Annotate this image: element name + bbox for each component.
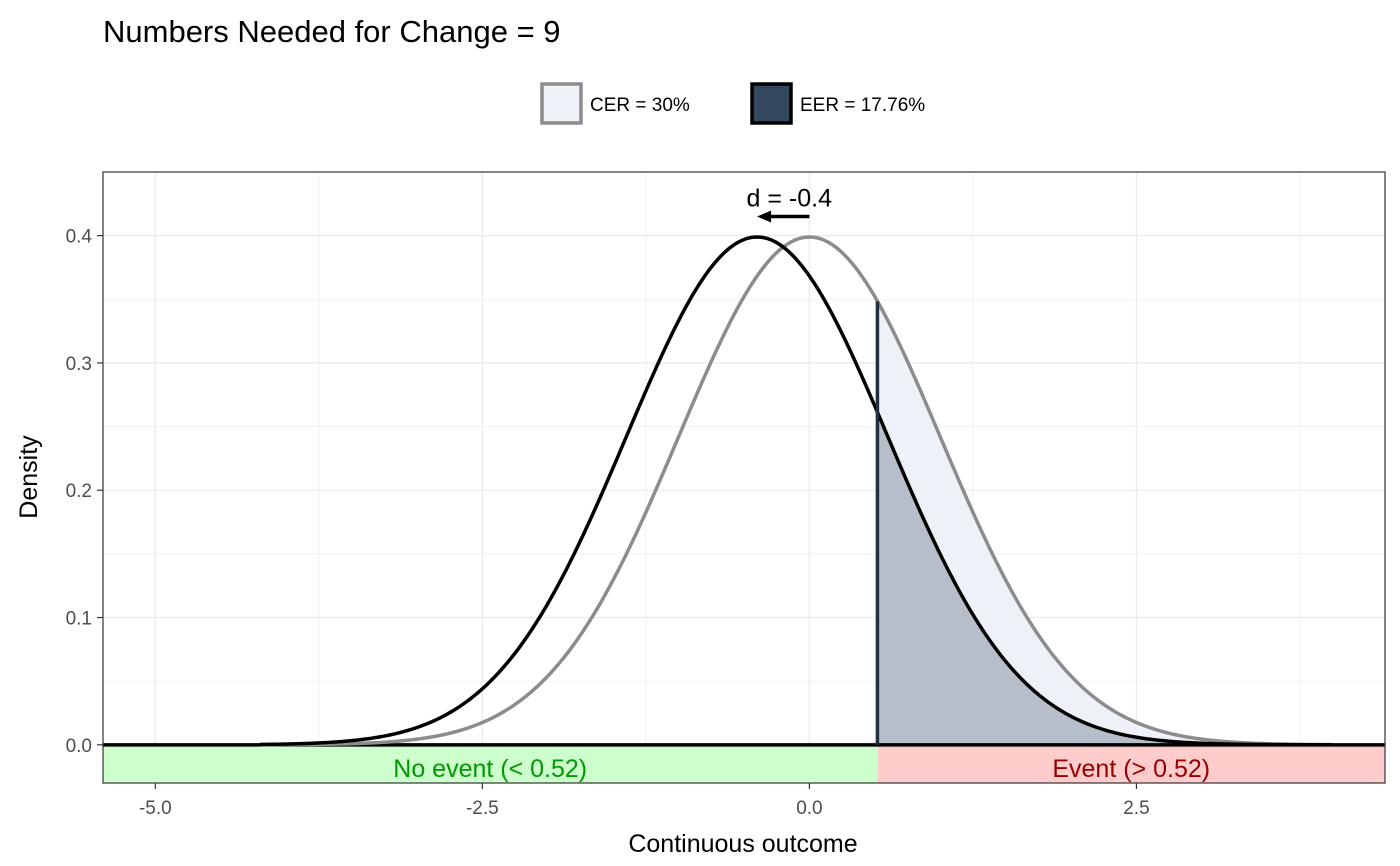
y-axis-title: Density — [15, 435, 43, 519]
y-axis: 0.0 0.1 0.2 0.3 0.4 — [66, 227, 103, 757]
legend-key-cer — [540, 82, 583, 125]
legend-label-cer: CER = 30% — [590, 95, 690, 116]
no-event-region — [103, 744, 878, 783]
eer-density-curve — [259, 235, 1333, 747]
chart-title: Numbers Needed for Change = 9 — [103, 14, 561, 49]
event-region-label: Event (> 0.52) — [1052, 755, 1210, 783]
x-tick-label: 0.0 — [796, 798, 822, 819]
effect-arrow-head — [757, 210, 772, 223]
x-tick-label: -5.0 — [139, 798, 172, 819]
legend-label-eer: EER = 17.76% — [800, 95, 925, 116]
x-axis-title: Continuous outcome — [628, 830, 857, 858]
y-tick-label: 0.2 — [66, 481, 92, 502]
cer-event-area — [877, 301, 1385, 745]
y-tick-label: 0.4 — [66, 227, 93, 248]
x-tick-label: -2.5 — [466, 798, 499, 819]
plot-area: No event (< 0.52) Event (> 0.52) d = -0.4 — [102, 171, 1386, 784]
y-tick-label: 0.3 — [66, 354, 92, 375]
event-region — [877, 744, 1385, 783]
markers: d = -0.4 — [747, 185, 880, 745]
x-tick-label: 2.5 — [1123, 798, 1149, 819]
cer-density-curve — [259, 235, 1333, 747]
panel-border — [102, 171, 1386, 784]
legend: CER = 30% EER = 17.76% — [540, 82, 925, 125]
x-axis: -5.0 -2.5 0.0 2.5 — [139, 783, 1150, 819]
density-curves — [103, 235, 1385, 747]
outcome-regions: No event (< 0.52) Event (> 0.52) — [103, 744, 1385, 783]
no-event-region-label: No event (< 0.52) — [393, 755, 587, 783]
y-tick-label: 0.0 — [66, 736, 92, 757]
y-tick-label: 0.1 — [66, 609, 92, 630]
effect-size-annotation: d = -0.4 — [747, 185, 833, 213]
legend-key-eer — [750, 82, 793, 125]
panel-background — [103, 172, 1385, 783]
